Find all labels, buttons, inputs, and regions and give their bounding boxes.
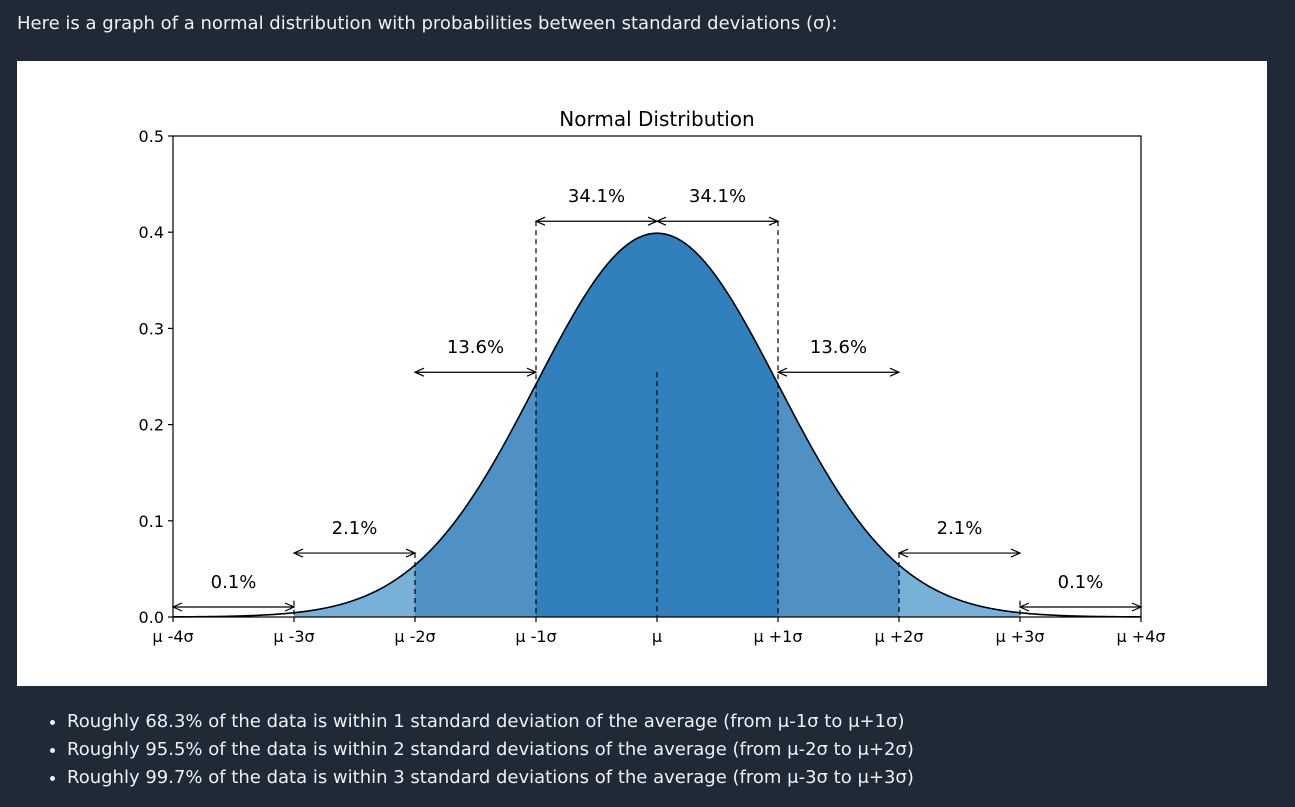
range-labels: 2.1% 13.6% 34.1% 34.1% 13.6% 2.1% 0.1% 0.1% [211,186,1104,593]
y-axis-ticks: 0.0 0.1 0.2 0.3 0.4 0.5 [139,127,173,627]
y-tick-label-5: 0.5 [139,127,164,146]
x-tick-label-2: μ -2σ [394,627,435,646]
label-region-5: 2.1% [937,518,983,539]
region-2 [536,233,657,617]
normal-distribution-chart: 2.1% 13.6% 34.1% 34.1% 13.6% 2.1% 0.1% 0.1% 0.0… [139,107,1166,646]
x-tick-label-3: μ -1σ [515,627,556,646]
arrow-region-3 [655,216,780,226]
arrow-region-1 [413,367,538,377]
region-5 [899,565,1020,617]
label-tail-1: 0.1% [1058,572,1104,593]
dashed-sigma-lines [293,221,1021,617]
x-tick-label-5: μ +1σ [754,627,803,646]
arrow-region-4 [776,367,901,377]
arrow-region-5 [897,548,1022,558]
region-0 [294,565,415,617]
x-tick-label-1: μ -3σ [273,627,314,646]
x-tick-label-4: μ [652,627,662,646]
label-region-2: 34.1% [568,186,625,207]
x-axis-ticks: μ -4σ μ -3σ μ -2σ μ -1σ μ μ +1σ μ +2σ μ +3σ μ +4… [152,617,1166,646]
y-tick-label-2: 0.2 [139,416,164,435]
y-tick-label-0: 0.0 [139,608,164,627]
x-tick-label-8: μ +4σ [1117,627,1166,646]
summary-item-2-sigma: Roughly 95.5% of the data is within 2 st… [67,736,914,764]
arrow-region-2 [534,216,659,226]
shaded-regions [294,233,1020,617]
x-tick-label-6: μ +2σ [875,627,924,646]
arrow-tail-1 [1018,602,1143,612]
chart-figure: 2.1% 13.6% 34.1% 34.1% 13.6% 2.1% 0.1% 0.1% 0.0… [17,61,1267,686]
summary-item-1-sigma: Roughly 68.3% of the data is within 1 st… [67,708,914,736]
y-tick-label-4: 0.4 [139,223,164,242]
intro-text: Here is a graph of a normal distribution… [17,13,838,34]
label-region-0: 2.1% [332,518,378,539]
label-region-4: 13.6% [810,337,867,358]
summary-item-3-sigma: Roughly 99.7% of the data is within 3 st… [67,764,914,792]
label-tail-0: 0.1% [211,572,257,593]
x-tick-label-7: μ +3σ [996,627,1045,646]
label-region-3: 34.1% [689,186,746,207]
arrow-tail-0 [171,602,296,612]
y-tick-label-3: 0.3 [139,319,164,338]
y-tick-label-1: 0.1 [139,512,164,531]
arrow-region-0 [292,548,417,558]
density-curve [172,232,1142,618]
summary-list: Roughly 68.3% of the data is within 1 st… [47,708,914,792]
chart-title: Normal Distribution [559,107,754,131]
range-arrows [171,216,1143,612]
x-tick-label-0: μ -4σ [152,627,193,646]
label-region-1: 13.6% [447,337,504,358]
region-3 [657,233,778,617]
